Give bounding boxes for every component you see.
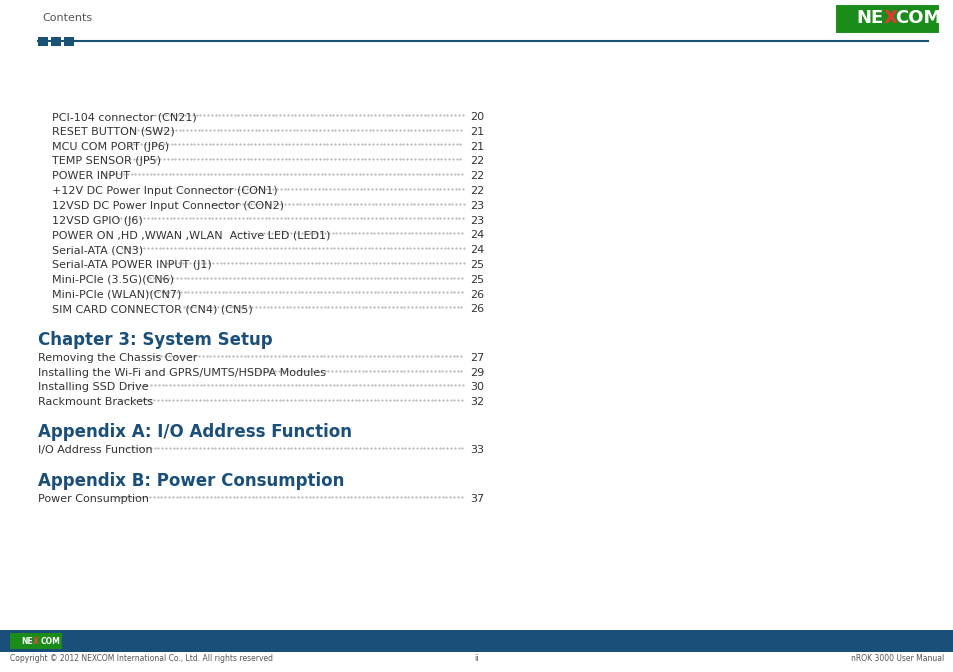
Text: POWER ON ,HD ,WWAN ,WLAN  Active LED (LED1): POWER ON ,HD ,WWAN ,WLAN Active LED (LED… (52, 230, 330, 241)
Text: 22: 22 (470, 171, 484, 181)
Text: 22: 22 (470, 157, 484, 167)
Bar (10, 633, 62, 649)
Text: 21: 21 (470, 127, 483, 137)
Text: 20: 20 (470, 112, 483, 122)
Bar (51, 36, 61, 46)
Text: MCU COM PORT (JP6): MCU COM PORT (JP6) (52, 142, 169, 152)
Text: Installing the Wi-Fi and GPRS/UMTS/HSDPA Modules: Installing the Wi-Fi and GPRS/UMTS/HSDPA… (38, 368, 329, 378)
Text: NE: NE (856, 9, 882, 27)
Bar (834, 4, 939, 34)
Text: 21: 21 (470, 142, 483, 152)
Text: Removing the Chassis Cover: Removing the Chassis Cover (38, 353, 201, 363)
Bar (38, 36, 48, 46)
Text: Power Consumption: Power Consumption (38, 494, 152, 504)
Text: 12VSD GPIO (J6): 12VSD GPIO (J6) (52, 216, 143, 226)
Text: POWER INPUT: POWER INPUT (52, 171, 133, 181)
Text: Appendix B: Power Consumption: Appendix B: Power Consumption (38, 472, 344, 490)
Text: COM: COM (895, 9, 941, 27)
Text: 37: 37 (470, 494, 483, 504)
Bar (834, 4, 939, 34)
Text: NE: NE (21, 636, 33, 646)
Text: 26: 26 (470, 304, 483, 314)
Text: Mini-PCIe (WLAN)(CN7): Mini-PCIe (WLAN)(CN7) (52, 290, 185, 300)
Text: Serial-ATA (CN3): Serial-ATA (CN3) (52, 245, 143, 255)
Text: 22: 22 (470, 186, 484, 196)
Text: nROK 3000 User Manual: nROK 3000 User Manual (850, 654, 943, 663)
Text: RESET BUTTON (SW2): RESET BUTTON (SW2) (52, 127, 178, 137)
Text: TEMP SENSOR (JP5): TEMP SENSOR (JP5) (52, 157, 164, 167)
Text: I/O Address Function: I/O Address Function (38, 445, 152, 455)
Text: Mini-PCIe (3.5G)(CN6): Mini-PCIe (3.5G)(CN6) (52, 275, 177, 285)
Text: 30: 30 (470, 382, 483, 392)
Text: 23: 23 (470, 201, 483, 211)
Text: 26: 26 (470, 290, 483, 300)
Text: PCI-104 connector (CN21): PCI-104 connector (CN21) (52, 112, 196, 122)
Text: Rackmount Brackets: Rackmount Brackets (38, 396, 156, 407)
Text: 27: 27 (470, 353, 484, 363)
Text: Appendix A: I/O Address Function: Appendix A: I/O Address Function (38, 423, 352, 442)
Bar (64, 36, 74, 46)
Text: 25: 25 (470, 275, 483, 285)
Text: ii: ii (475, 654, 478, 663)
Text: 23: 23 (470, 216, 483, 226)
Text: 25: 25 (470, 260, 483, 270)
Text: Installing SSD Drive: Installing SSD Drive (38, 382, 152, 392)
Text: 24: 24 (470, 245, 484, 255)
Text: 24: 24 (470, 230, 484, 241)
Text: X: X (33, 636, 39, 646)
Text: Copyright © 2012 NEXCOM International Co., Ltd. All rights reserved: Copyright © 2012 NEXCOM International Co… (10, 654, 273, 663)
Bar (0, 630, 953, 652)
Text: Serial-ATA POWER INPUT (J1): Serial-ATA POWER INPUT (J1) (52, 260, 212, 270)
Text: +12V DC Power Input Connector (CON1): +12V DC Power Input Connector (CON1) (52, 186, 277, 196)
Text: Chapter 3: System Setup: Chapter 3: System Setup (38, 331, 273, 349)
Text: COM: COM (41, 636, 61, 646)
Text: SIM CARD CONNECTOR (CN4) (CN5): SIM CARD CONNECTOR (CN4) (CN5) (52, 304, 256, 314)
Text: 29: 29 (470, 368, 484, 378)
Text: X: X (882, 9, 897, 27)
Text: 12VSD DC Power Input Connector (CON2): 12VSD DC Power Input Connector (CON2) (52, 201, 287, 211)
Text: 33: 33 (470, 445, 483, 455)
Text: 32: 32 (470, 396, 483, 407)
Text: Contents: Contents (42, 13, 92, 23)
